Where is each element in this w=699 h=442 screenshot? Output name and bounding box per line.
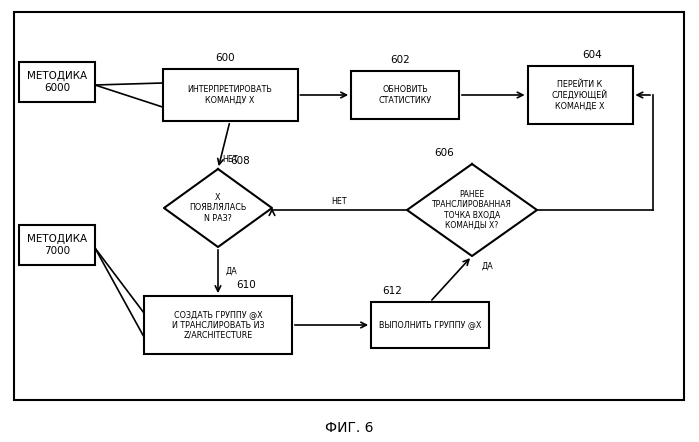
Text: МЕТОДИКА
7000: МЕТОДИКА 7000 bbox=[27, 234, 87, 256]
Polygon shape bbox=[164, 169, 272, 247]
Text: ОБНОВИТЬ
СТАТИСТИКУ: ОБНОВИТЬ СТАТИСТИКУ bbox=[378, 85, 431, 105]
Text: 612: 612 bbox=[382, 286, 402, 296]
Text: ДА: ДА bbox=[226, 267, 238, 276]
FancyBboxPatch shape bbox=[371, 302, 489, 348]
Polygon shape bbox=[407, 164, 537, 256]
Text: 606: 606 bbox=[434, 148, 454, 158]
FancyBboxPatch shape bbox=[351, 71, 459, 119]
FancyBboxPatch shape bbox=[19, 225, 95, 265]
Text: РАНЕЕ
ТРАНСЛИРОВАННАЯ
ТОЧКА ВХОДА
КОМАНДЫ Х?: РАНЕЕ ТРАНСЛИРОВАННАЯ ТОЧКА ВХОДА КОМАНД… bbox=[432, 190, 512, 230]
Text: СОЗДАТЬ ГРУППУ @X
И ТРАНСЛИРОВАТЬ ИЗ
Z/ARCHITECTURE: СОЗДАТЬ ГРУППУ @X И ТРАНСЛИРОВАТЬ ИЗ Z/A… bbox=[172, 310, 264, 340]
Text: 610: 610 bbox=[236, 280, 256, 290]
FancyBboxPatch shape bbox=[144, 296, 292, 354]
Text: 600: 600 bbox=[215, 53, 235, 63]
FancyBboxPatch shape bbox=[14, 12, 684, 400]
FancyBboxPatch shape bbox=[19, 62, 95, 102]
Text: ИНТЕРПРЕТИРОВАТЬ
КОМАНДУ X: ИНТЕРПРЕТИРОВАТЬ КОМАНДУ X bbox=[187, 85, 273, 105]
Text: X
ПОЯВЛЯЛАСЬ
N РАЗ?: X ПОЯВЛЯЛАСЬ N РАЗ? bbox=[189, 193, 247, 223]
Text: ДА: ДА bbox=[482, 262, 493, 271]
Text: ФИГ. 6: ФИГ. 6 bbox=[325, 421, 373, 435]
Text: 604: 604 bbox=[582, 50, 602, 60]
FancyBboxPatch shape bbox=[162, 69, 298, 121]
Text: НЕТ: НЕТ bbox=[222, 155, 238, 164]
Text: НЕТ: НЕТ bbox=[332, 198, 347, 206]
Text: МЕТОДИКА
6000: МЕТОДИКА 6000 bbox=[27, 71, 87, 93]
Text: 608: 608 bbox=[230, 156, 250, 166]
Text: 602: 602 bbox=[390, 55, 410, 65]
Text: ПЕРЕЙТИ К
СЛЕДУЮЩЕЙ
КОМАНДЕ X: ПЕРЕЙТИ К СЛЕДУЮЩЕЙ КОМАНДЕ X bbox=[552, 80, 608, 110]
Text: ВЫПОЛНИТЬ ГРУППУ @X: ВЫПОЛНИТЬ ГРУППУ @X bbox=[379, 320, 481, 329]
FancyBboxPatch shape bbox=[528, 66, 633, 124]
